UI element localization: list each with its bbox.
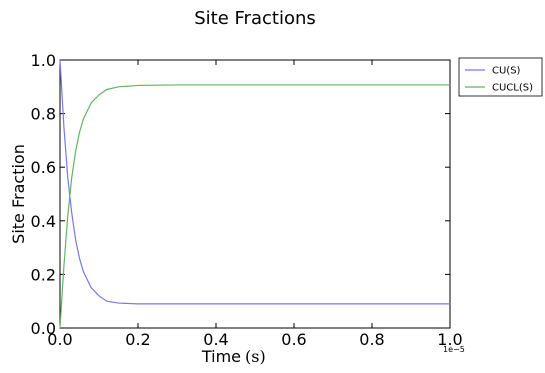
chart-title: Site Fractions — [194, 8, 316, 29]
x-tick-label: 0.0 — [47, 330, 72, 349]
series-layer — [59, 59, 450, 329]
legend: CU(S) CUCL(S) — [458, 57, 543, 97]
y-tick-label: 0.0 — [31, 319, 56, 338]
x-tick-label: 0.2 — [125, 330, 150, 349]
y-axis-label: Site Fraction — [9, 144, 28, 244]
legend-box — [458, 57, 543, 97]
x-tick-label: 0.8 — [359, 330, 384, 349]
y-tick-label: 0.2 — [31, 265, 56, 284]
legend-label: CUCL(S) — [492, 83, 533, 94]
legend-label: CU(S) — [492, 66, 521, 77]
x-tick-label: 0.6 — [281, 330, 306, 349]
x-tick-label: 1.0 — [437, 330, 462, 349]
x-axis-label: Time — [201, 347, 241, 366]
x-tick-label: 0.4 — [203, 330, 228, 349]
y-tick-label: 1.0 — [31, 51, 56, 70]
y-tick-label: 0.6 — [31, 158, 56, 177]
x-axis-offset-label: 1e−5 — [443, 345, 465, 354]
y-axis: 0.0 0.2 0.4 0.6 0.8 1.0 — [31, 51, 450, 338]
plot-area — [59, 59, 451, 329]
series-line-cucl-s — [59, 84, 450, 329]
x-axis-unit: (s) — [245, 347, 266, 366]
y-tick-label: 0.8 — [31, 105, 56, 124]
y-tick-label: 0.4 — [31, 212, 56, 231]
series-line-cu-s — [59, 59, 450, 305]
